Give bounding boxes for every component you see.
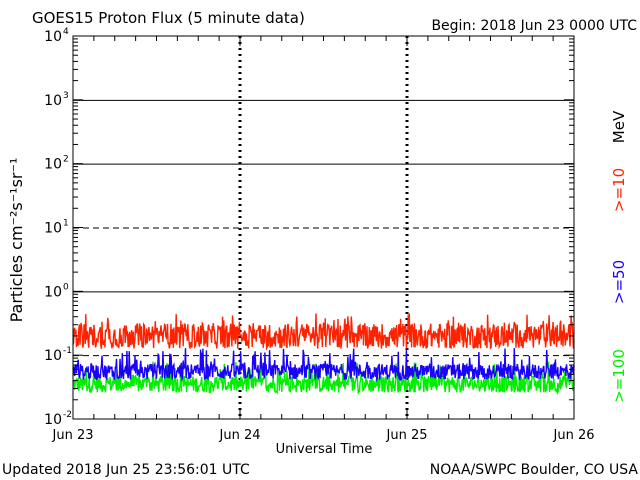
- y-tick-label: 10: [44, 284, 62, 300]
- credit-text: NOAA/SWPC Boulder, CO USA: [430, 462, 639, 478]
- units-label: MeV: [610, 110, 628, 143]
- x-axis-ticks: Jun 23 Jun 24 Jun 25 Jun 26: [52, 36, 595, 443]
- y-tick-exponent: 0: [63, 282, 69, 292]
- chart-title: GOES15 Proton Flux (5 minute data): [32, 9, 305, 27]
- x-tick-label: Jun 26: [553, 428, 595, 443]
- y-tick-exponent: 3: [63, 91, 69, 101]
- x-axis-label: Universal Time: [276, 442, 373, 457]
- x-tick-label: Jun 25: [386, 428, 428, 443]
- legend-ge50: >=50: [610, 260, 628, 304]
- y-tick-exponent: 4: [63, 27, 69, 37]
- updated-timestamp: Updated 2018 Jun 25 23:56:01 UTC: [2, 462, 250, 478]
- y-tick-label: 10: [44, 157, 62, 173]
- y-tick-exponent: -2: [63, 410, 72, 420]
- legend-ge100: >=100: [610, 349, 628, 403]
- y-tick-exponent: 2: [63, 155, 69, 165]
- y-tick-exponent: -1: [63, 346, 72, 356]
- y-tick-exponent: 1: [63, 219, 69, 229]
- legend-ge10: >=10: [610, 168, 628, 212]
- series-line-1: [72, 348, 575, 383]
- flux-series: [72, 313, 575, 396]
- y-tick-label: 10: [44, 412, 62, 428]
- x-tick-label: Jun 24: [219, 428, 261, 443]
- x-tick-label: Jun 23: [52, 428, 94, 443]
- y-tick-label: 10: [44, 93, 62, 109]
- series-line-2: [72, 361, 575, 396]
- grid-lines: [73, 36, 574, 419]
- y-tick-label: 10: [44, 348, 62, 364]
- begin-time: Begin: 2018 Jun 23 0000 UTC: [431, 18, 637, 34]
- y-tick-label: 10: [44, 221, 62, 237]
- y-axis-label: Particles cm⁻²s⁻¹sr⁻¹: [7, 158, 26, 323]
- series-line-0: [72, 313, 575, 351]
- y-tick-label: 10: [44, 29, 62, 45]
